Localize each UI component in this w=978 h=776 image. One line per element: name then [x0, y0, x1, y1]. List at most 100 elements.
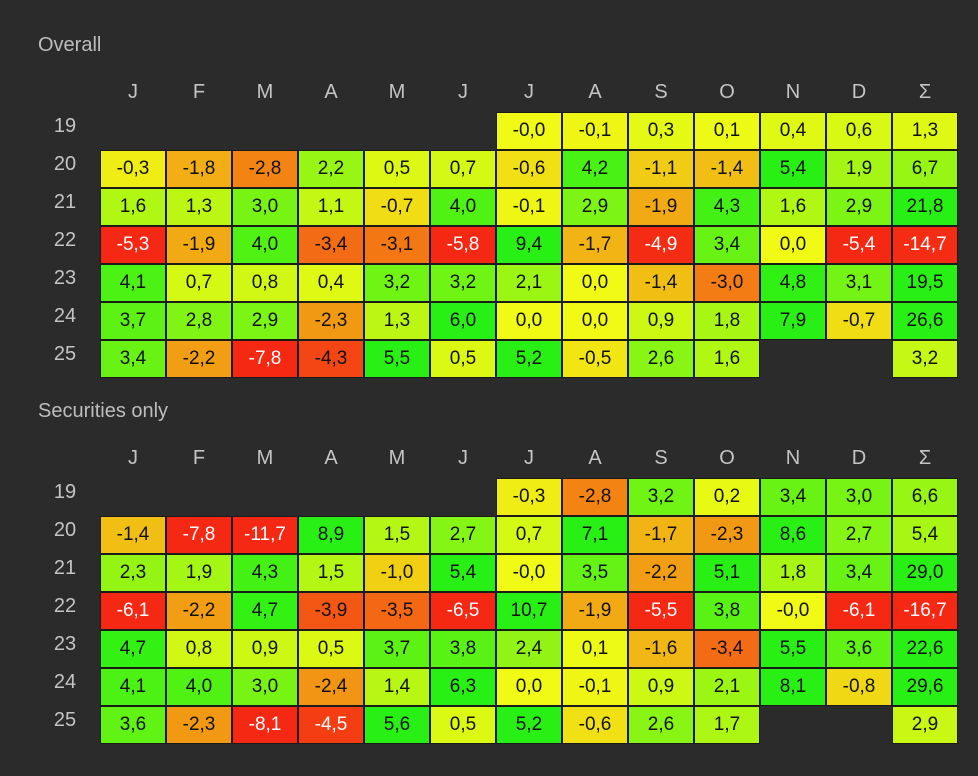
section-securities-title: Securities only — [38, 400, 169, 422]
row-header-year: 19 — [53, 115, 77, 137]
heatmap-cell: 3,0 — [232, 668, 298, 706]
column-header: Σ — [918, 81, 932, 103]
section-overall-title: Overall — [38, 34, 102, 56]
total-cell: 5,4 — [892, 516, 958, 554]
heatmap-cell: -2,3 — [694, 516, 760, 554]
heatmap-cell: 0,0 — [562, 302, 628, 340]
heatmap-cell: 3,5 — [562, 554, 628, 592]
column-header: A — [588, 81, 602, 103]
heatmap-cell: 2,9 — [562, 188, 628, 226]
row-header-year: 21 — [53, 557, 77, 579]
heatmap-cell: -3,1 — [364, 226, 430, 264]
heatmap-cell: 2,1 — [694, 668, 760, 706]
heatmap-cell: 6,0 — [430, 302, 496, 340]
column-header: M — [256, 81, 274, 103]
heatmap-cell: 2,9 — [232, 302, 298, 340]
heatmap-cell: 1,5 — [298, 554, 364, 592]
heatmap-cell: 5,5 — [364, 340, 430, 378]
heatmap-cell: -0,6 — [496, 150, 562, 188]
heatmap-cell: -1,4 — [628, 264, 694, 302]
heatmap-cell: 2,7 — [826, 516, 892, 554]
heatmap-cell: 2,2 — [298, 150, 364, 188]
heatmap-cell: 1,5 — [364, 516, 430, 554]
column-header: N — [785, 447, 801, 469]
heatmap-cell: 0,0 — [496, 668, 562, 706]
heatmap-cell: 0,1 — [562, 630, 628, 668]
heatmap-cell: -1,7 — [562, 226, 628, 264]
heatmap-cell: -1,7 — [628, 516, 694, 554]
heatmap-cell: -3,4 — [298, 226, 364, 264]
heatmap-cell: 6,3 — [430, 668, 496, 706]
heatmap-cell: 4,8 — [760, 264, 826, 302]
total-cell: 3,2 — [892, 340, 958, 378]
heatmap-cell: 3,4 — [760, 478, 826, 516]
heatmap-cell: 0,1 — [694, 112, 760, 150]
heatmap-cell: 5,5 — [760, 630, 826, 668]
heatmap-cell: -1,9 — [628, 188, 694, 226]
heatmap-cell: -4,3 — [298, 340, 364, 378]
heatmap-cell: -1,6 — [628, 630, 694, 668]
heatmap-cell: 3,4 — [826, 554, 892, 592]
total-cell: 19,5 — [892, 264, 958, 302]
heatmap-cell: 4,2 — [562, 150, 628, 188]
row-header-year: 24 — [53, 305, 77, 327]
heatmap-cell: -2,8 — [562, 478, 628, 516]
heatmap-cell: 1,3 — [364, 302, 430, 340]
column-header: N — [785, 81, 801, 103]
heatmap-cell: 8,6 — [760, 516, 826, 554]
heatmap-cell: 0,7 — [430, 150, 496, 188]
total-cell: 29,6 — [892, 668, 958, 706]
heatmap-cell: 0,5 — [430, 340, 496, 378]
row-header-year: 23 — [53, 267, 77, 289]
column-header: J — [524, 447, 534, 469]
heatmap-cell: 4,0 — [166, 668, 232, 706]
column-header: M — [388, 81, 406, 103]
column-header: A — [324, 447, 338, 469]
heatmap-cell: 1,8 — [694, 302, 760, 340]
heatmap-cell: 4,1 — [100, 264, 166, 302]
total-cell: -16,7 — [892, 592, 958, 630]
heatmap-cell: 0,8 — [166, 630, 232, 668]
heatmap-cell: 0,5 — [364, 150, 430, 188]
heatmap-cell: 5,4 — [760, 150, 826, 188]
heatmap-cell: 0,6 — [826, 112, 892, 150]
column-header: F — [192, 81, 206, 103]
heatmap-cell: 3,2 — [364, 264, 430, 302]
heatmap-cell: 4,7 — [100, 630, 166, 668]
heatmap-cell: 7,1 — [562, 516, 628, 554]
column-header: M — [388, 447, 406, 469]
column-header: J — [128, 81, 138, 103]
heatmap-cell: -0,0 — [496, 554, 562, 592]
heatmap-cell: 3,1 — [826, 264, 892, 302]
heatmap-cell: -0,8 — [826, 668, 892, 706]
heatmap-cell: -3,0 — [694, 264, 760, 302]
heatmap-cell: 0,2 — [694, 478, 760, 516]
heatmap-cell: 2,7 — [430, 516, 496, 554]
heatmap-cell: -2,2 — [166, 592, 232, 630]
column-header: O — [719, 447, 735, 469]
heatmap-cell: 2,1 — [496, 264, 562, 302]
heatmap-cell: 0,7 — [166, 264, 232, 302]
column-header: A — [588, 447, 602, 469]
column-header: J — [458, 81, 468, 103]
heatmap-cell: -4,9 — [628, 226, 694, 264]
heatmap-cell: -0,0 — [760, 592, 826, 630]
heatmap-cell: -3,5 — [364, 592, 430, 630]
heatmap-cell: -1,8 — [166, 150, 232, 188]
heatmap-cell: -1,9 — [562, 592, 628, 630]
column-header: D — [851, 81, 867, 103]
heatmap-cell: -3,4 — [694, 630, 760, 668]
heatmap-cell: 9,4 — [496, 226, 562, 264]
heatmap-cell: -0,1 — [562, 668, 628, 706]
heatmap-cell: -11,7 — [232, 516, 298, 554]
heatmap-cell: 4,3 — [232, 554, 298, 592]
total-cell: 6,6 — [892, 478, 958, 516]
heatmap-cell: -2,2 — [166, 340, 232, 378]
heatmap-cell: 0,0 — [562, 264, 628, 302]
heatmap-cell: 2,8 — [166, 302, 232, 340]
heatmap-cell: -5,8 — [430, 226, 496, 264]
heatmap-cell: -0,7 — [826, 302, 892, 340]
heatmap-cell: 0,3 — [628, 112, 694, 150]
heatmap-cell: -1,4 — [100, 516, 166, 554]
heatmap-cell: 10,7 — [496, 592, 562, 630]
